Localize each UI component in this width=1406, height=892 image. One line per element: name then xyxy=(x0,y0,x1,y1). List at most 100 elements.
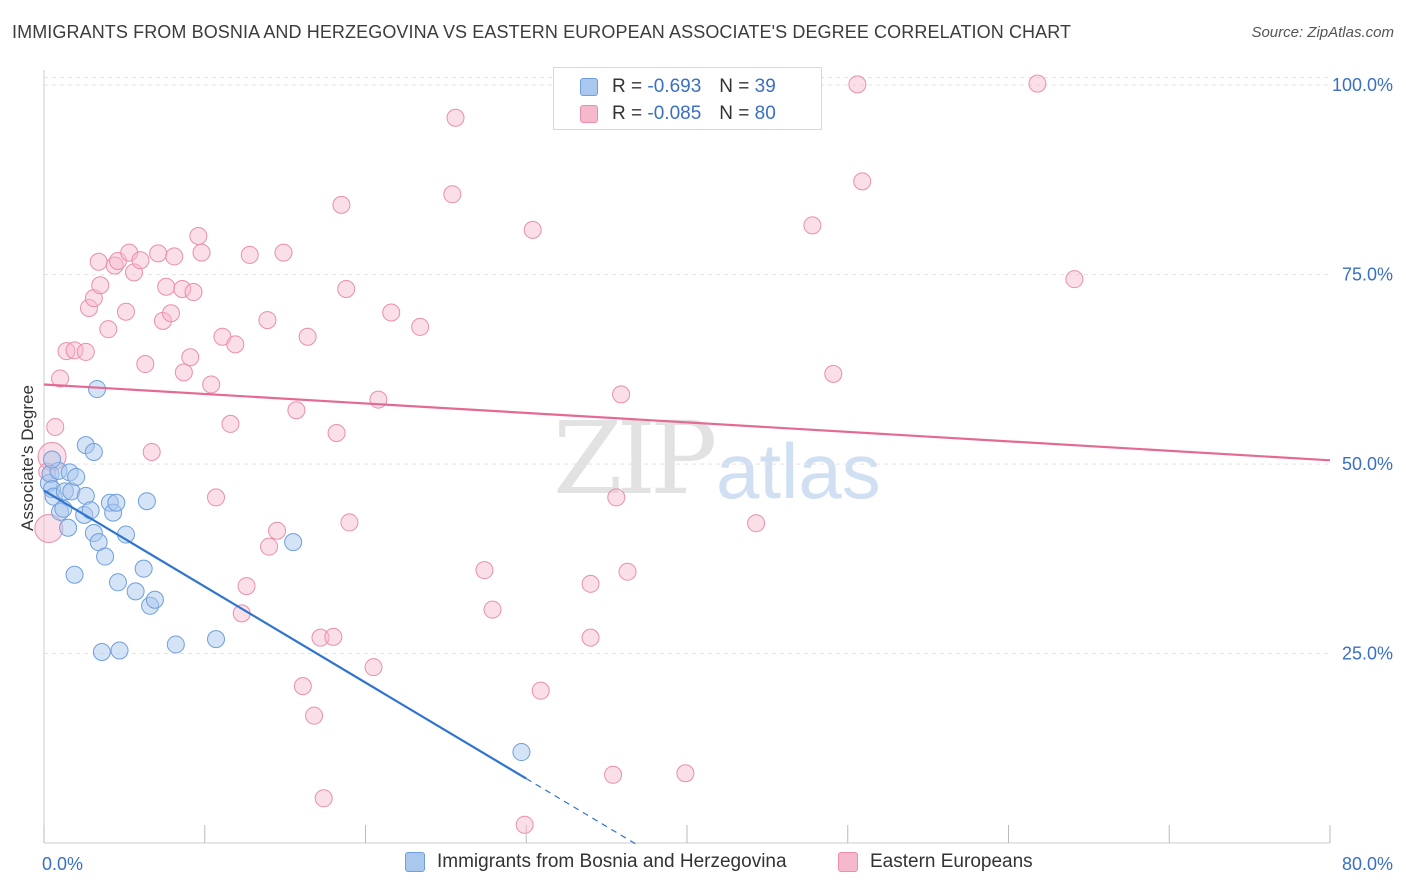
data-point-eastern-europeans xyxy=(258,311,277,330)
data-point-bosnia-herzegovina xyxy=(126,582,145,601)
data-point-eastern-europeans xyxy=(80,298,99,317)
data-point-eastern-europeans xyxy=(337,280,356,299)
y-axis-label: Associate's Degree xyxy=(18,385,37,531)
data-point-eastern-europeans xyxy=(364,658,383,677)
watermark-atlas: atlas xyxy=(716,427,881,515)
bottom-legend-label-series2: Eastern Europeans xyxy=(870,851,1033,872)
data-point-eastern-europeans xyxy=(483,600,502,619)
bottom-legend-series2: Eastern Europeans xyxy=(838,851,1033,873)
trendline-eastern-europeans xyxy=(43,383,1331,462)
y-tick-label: 100.0% xyxy=(1332,75,1393,95)
legend-r-value: -0.085 xyxy=(647,103,702,124)
legend-r-label: R = xyxy=(612,76,643,97)
legend-row-series1: R = -0.693 N = 39 xyxy=(580,74,776,100)
trendline-bosnia-herzegovina-extension xyxy=(525,778,640,847)
data-point-eastern-europeans xyxy=(1065,270,1084,289)
data-point-eastern-europeans xyxy=(260,537,279,556)
data-point-eastern-europeans xyxy=(116,302,135,321)
data-point-eastern-europeans xyxy=(803,216,822,235)
legend-r-value: -0.693 xyxy=(647,76,702,97)
data-point-eastern-europeans xyxy=(604,765,623,784)
data-point-eastern-europeans xyxy=(676,764,695,783)
bottom-legend-label-series1: Immigrants from Bosnia and Herzegovina xyxy=(437,851,787,872)
data-point-eastern-europeans xyxy=(149,244,168,263)
correlation-legend: R = -0.693 N = 39 R = -0.085 N = 80 xyxy=(553,67,822,130)
legend-n-value: 39 xyxy=(754,76,776,97)
source-label: Source: ZipAtlas.com xyxy=(1251,24,1394,41)
data-point-bosnia-herzegovina xyxy=(84,442,103,461)
data-point-eastern-europeans xyxy=(612,385,631,404)
data-point-eastern-europeans xyxy=(237,577,256,596)
data-point-bosnia-herzegovina xyxy=(145,590,164,609)
data-point-eastern-europeans xyxy=(65,341,84,360)
data-point-eastern-europeans xyxy=(382,303,401,322)
legend-row-series2: R = -0.085 N = 80 xyxy=(580,101,776,127)
data-point-eastern-europeans xyxy=(581,628,600,647)
data-point-bosnia-herzegovina xyxy=(96,547,115,566)
data-point-bosnia-herzegovina xyxy=(67,467,86,486)
data-point-eastern-europeans xyxy=(287,401,306,420)
data-point-eastern-europeans xyxy=(202,375,221,394)
data-point-eastern-europeans xyxy=(848,75,867,94)
data-point-eastern-europeans xyxy=(157,277,176,296)
bottom-legend-series1: Immigrants from Bosnia and Herzegovina xyxy=(405,851,787,873)
legend-r-label: R = xyxy=(612,103,643,124)
data-point-eastern-europeans xyxy=(824,364,843,383)
data-point-eastern-europeans xyxy=(46,417,65,436)
data-point-eastern-europeans xyxy=(136,355,155,374)
data-point-bosnia-herzegovina xyxy=(284,533,303,552)
data-point-bosnia-herzegovina xyxy=(108,573,127,592)
data-point-eastern-europeans xyxy=(327,424,346,443)
data-point-eastern-europeans xyxy=(332,195,351,214)
legend-n-label: N = xyxy=(719,103,750,124)
trendline-bosnia-herzegovina xyxy=(43,489,527,780)
legend-swatch-series1 xyxy=(580,78,598,96)
data-point-eastern-europeans xyxy=(293,677,312,696)
data-point-eastern-europeans xyxy=(76,342,95,361)
data-point-eastern-europeans xyxy=(274,243,293,262)
data-point-eastern-europeans xyxy=(324,627,343,646)
data-point-eastern-europeans xyxy=(607,488,626,507)
data-point-eastern-europeans xyxy=(523,220,542,239)
data-point-eastern-europeans xyxy=(531,681,550,700)
data-point-bosnia-herzegovina xyxy=(166,635,185,654)
legend-n-value: 80 xyxy=(754,103,776,124)
data-point-eastern-europeans xyxy=(91,276,110,295)
data-point-eastern-europeans xyxy=(515,815,534,834)
data-point-eastern-europeans xyxy=(131,251,150,270)
data-point-eastern-europeans xyxy=(184,283,203,302)
data-point-eastern-europeans xyxy=(142,442,161,461)
data-point-eastern-europeans xyxy=(226,335,245,354)
data-point-bosnia-herzegovina xyxy=(110,641,129,660)
data-point-bosnia-herzegovina xyxy=(134,559,153,578)
chart-title: IMMIGRANTS FROM BOSNIA AND HERZEGOVINA V… xyxy=(12,22,1072,42)
data-point-bosnia-herzegovina xyxy=(59,518,78,537)
data-point-bosnia-herzegovina xyxy=(512,743,531,762)
data-point-eastern-europeans xyxy=(618,562,637,581)
data-point-eastern-europeans xyxy=(475,561,494,580)
data-point-bosnia-herzegovina xyxy=(65,565,84,584)
data-point-eastern-europeans xyxy=(165,247,184,266)
x-tick-label: 80.0% xyxy=(1342,854,1393,874)
data-point-eastern-europeans xyxy=(411,317,430,336)
data-point-eastern-europeans xyxy=(174,363,193,382)
bottom-legend-swatch-series1 xyxy=(405,852,425,872)
data-point-eastern-europeans xyxy=(305,706,324,725)
data-point-eastern-europeans xyxy=(298,327,317,346)
data-point-eastern-europeans xyxy=(189,226,208,245)
data-point-eastern-europeans xyxy=(51,369,70,388)
data-point-eastern-europeans xyxy=(99,320,118,339)
y-tick-label: 75.0% xyxy=(1342,265,1393,285)
data-point-eastern-europeans xyxy=(1028,74,1047,93)
data-point-eastern-europeans xyxy=(443,185,462,204)
data-point-bosnia-herzegovina xyxy=(43,450,62,469)
data-point-eastern-europeans xyxy=(581,574,600,593)
data-point-eastern-europeans xyxy=(240,245,259,264)
legend-swatch-series2 xyxy=(580,105,598,123)
data-point-eastern-europeans xyxy=(181,348,200,367)
data-point-eastern-europeans xyxy=(207,488,226,507)
data-point-eastern-europeans xyxy=(173,280,192,299)
bottom-legend-swatch-series2 xyxy=(838,852,858,872)
data-point-bosnia-herzegovina xyxy=(107,493,126,512)
